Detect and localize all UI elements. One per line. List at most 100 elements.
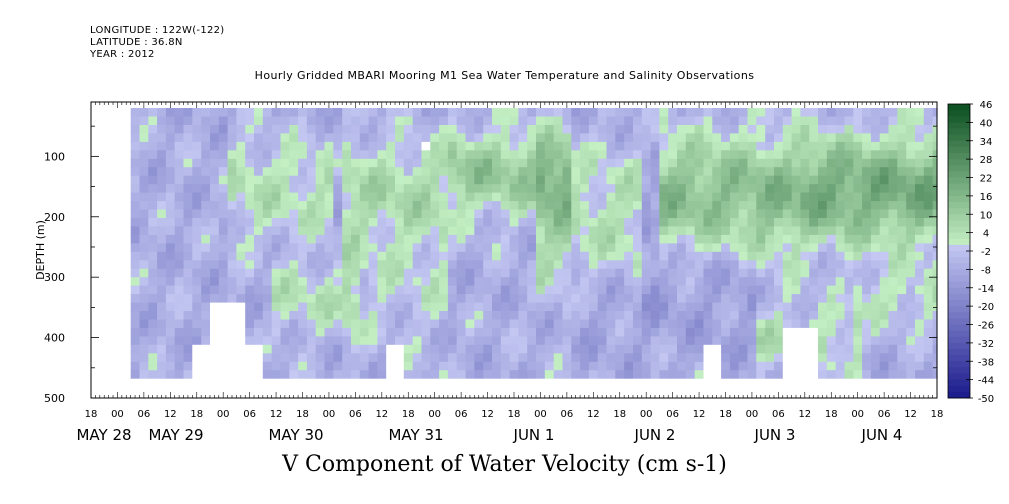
heatmap-cell	[923, 133, 934, 143]
heatmap-cell	[915, 361, 925, 371]
heatmap-cell	[289, 277, 299, 287]
heatmap-cell	[562, 268, 572, 278]
heatmap-cell	[844, 260, 854, 270]
heatmap-cell	[800, 234, 810, 244]
heatmap-cell	[298, 251, 308, 261]
heatmap-cell	[729, 192, 740, 202]
heatmap-cell	[210, 234, 220, 244]
heatmap-cell	[377, 260, 387, 270]
heatmap-cell	[597, 184, 608, 194]
heatmap-cell	[509, 319, 519, 329]
heatmap-cell	[280, 226, 290, 236]
heatmap-cell	[183, 192, 193, 202]
heatmap-cell	[139, 141, 149, 151]
heatmap-cell	[368, 158, 378, 168]
heatmap-cell	[668, 218, 678, 228]
heatmap-cell	[218, 327, 229, 337]
heatmap-cell	[906, 116, 916, 126]
heatmap-cell	[897, 150, 907, 160]
y-tick-label: 300	[44, 271, 65, 284]
heatmap-cell	[606, 192, 616, 202]
heatmap-cell	[342, 116, 352, 126]
heatmap-cell	[580, 108, 590, 118]
heatmap-cell	[368, 311, 378, 321]
heatmap-cell	[359, 218, 370, 228]
heatmap-cell	[342, 184, 352, 194]
heatmap-cell	[738, 344, 749, 354]
heatmap-cell	[359, 285, 370, 295]
heatmap-cell	[386, 125, 396, 135]
heatmap-cell	[324, 268, 334, 278]
heatmap-cell	[562, 285, 572, 295]
heatmap-cell	[906, 125, 916, 135]
heatmap-cell	[606, 378, 616, 388]
heatmap-cell	[271, 370, 282, 380]
heatmap-cell	[289, 378, 299, 388]
heatmap-cell	[254, 277, 264, 287]
heatmap-cell	[553, 141, 564, 151]
heatmap-cell	[430, 234, 440, 244]
heatmap-cell	[500, 167, 511, 177]
heatmap-cell	[509, 344, 519, 354]
heatmap-cell	[377, 116, 387, 126]
colorbar-swatch	[948, 385, 970, 393]
heatmap-cell	[192, 268, 202, 278]
heatmap-cell	[571, 294, 581, 304]
heatmap-cell	[659, 336, 669, 346]
heatmap-cell	[218, 387, 229, 393]
heatmap-cell	[668, 108, 678, 118]
colorbar-label: -20	[978, 302, 994, 313]
heatmap-cell	[685, 361, 696, 371]
heatmap-cell	[571, 327, 581, 337]
heatmap-cell	[826, 344, 837, 354]
heatmap-cell	[262, 133, 273, 143]
heatmap-cell	[756, 370, 766, 380]
heatmap-cell	[932, 243, 938, 253]
heatmap-cell	[412, 294, 423, 304]
heatmap-cell	[157, 167, 167, 177]
heatmap-cell	[333, 125, 343, 135]
heatmap-cell	[359, 209, 370, 219]
heatmap-cell	[386, 302, 396, 312]
heatmap-cell	[606, 234, 616, 244]
heatmap-cell	[386, 319, 396, 329]
heatmap-cell	[835, 234, 846, 244]
heatmap-cell	[915, 209, 925, 219]
heatmap-cell	[218, 192, 229, 202]
heatmap-cell	[932, 251, 938, 261]
heatmap-cell	[791, 370, 801, 380]
heatmap-cell	[518, 344, 528, 354]
heatmap-cell	[818, 319, 828, 329]
heatmap-cell	[395, 378, 405, 388]
heatmap-cell	[403, 158, 414, 168]
heatmap-cell	[879, 327, 890, 337]
heatmap-cell	[800, 302, 810, 312]
heatmap-cell	[747, 184, 757, 194]
heatmap-cell	[580, 192, 590, 202]
heatmap-cell	[756, 201, 766, 211]
heatmap-cell	[800, 294, 810, 304]
heatmap-cell	[465, 133, 475, 143]
heatmap-cell	[932, 294, 938, 304]
heatmap-cell	[500, 226, 511, 236]
heatmap-cell	[668, 268, 678, 278]
heatmap-cell	[262, 353, 273, 363]
heatmap-cell	[165, 108, 176, 118]
x-hour-tick-label: 00	[217, 409, 230, 420]
heatmap-cell	[359, 344, 370, 354]
heatmap-cell	[324, 378, 334, 388]
heatmap-cell	[553, 319, 564, 329]
colorbar-swatch	[948, 373, 970, 381]
heatmap-cell	[368, 226, 378, 236]
heatmap-cell	[359, 327, 370, 337]
heatmap-cell	[553, 218, 564, 228]
heatmap-cell	[412, 277, 423, 287]
heatmap-cell	[659, 277, 669, 287]
heatmap-cell	[544, 218, 555, 228]
heatmap-cell	[210, 294, 220, 304]
heatmap-cell	[809, 209, 819, 219]
heatmap-cell	[306, 353, 317, 363]
heatmap-cell	[615, 209, 625, 219]
heatmap-cell	[351, 167, 361, 177]
heatmap-cell	[703, 294, 713, 304]
